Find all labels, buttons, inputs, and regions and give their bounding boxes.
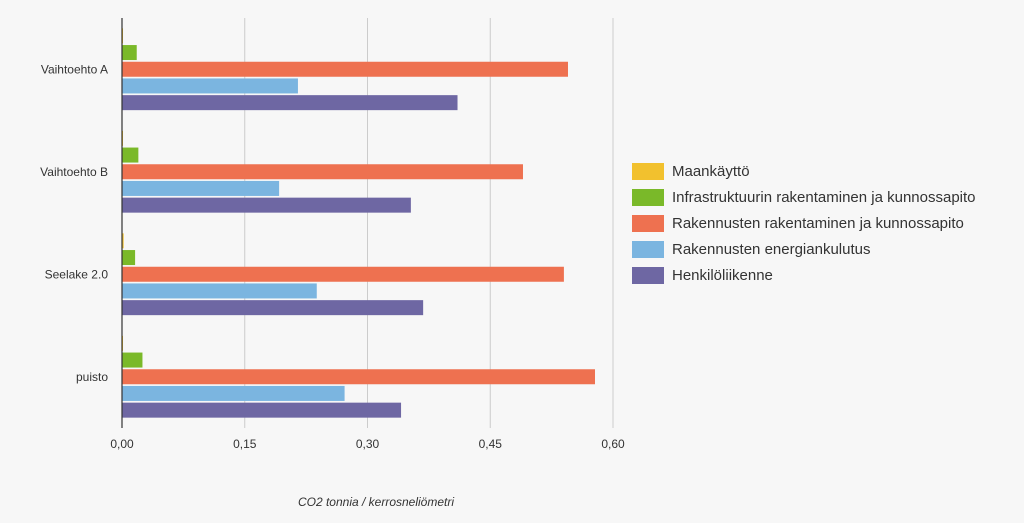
bar — [122, 164, 523, 180]
legend-item[interactable]: Rakennusten rakentaminen ja kunnossapito — [632, 210, 976, 236]
bar — [122, 402, 402, 418]
legend-swatch — [632, 214, 664, 232]
bar — [122, 233, 124, 249]
bar — [122, 78, 298, 94]
legend-swatch — [632, 240, 664, 258]
bar — [122, 283, 317, 299]
bar — [122, 300, 424, 316]
legend: Maankäyttö Infrastruktuurin rakentaminen … — [632, 158, 976, 288]
x-tick-label: 0,15 — [233, 437, 257, 451]
bar — [122, 250, 136, 266]
category-label: Vaihtoehto B — [40, 165, 108, 179]
x-tick-label: 0,45 — [479, 437, 503, 451]
category-label: puisto — [76, 370, 108, 384]
x-tick-labels: 0,00 0,15 0,30 0,45 0,60 — [110, 437, 625, 451]
legend-item[interactable]: Henkilöliikenne — [632, 262, 976, 288]
bar — [122, 180, 280, 196]
bar — [122, 352, 143, 368]
legend-label: Henkilöliikenne — [672, 266, 773, 284]
legend-swatch — [632, 266, 664, 284]
legend-swatch — [632, 188, 664, 206]
legend-label: Infrastruktuurin rakentaminen ja kunnoss… — [672, 188, 976, 206]
bar — [122, 197, 411, 213]
legend-label: Rakennusten energiankulutus — [672, 240, 871, 258]
x-tick-label: 0,00 — [110, 437, 134, 451]
x-tick-label: 0,30 — [356, 437, 380, 451]
bar — [122, 147, 139, 163]
legend-item[interactable]: Infrastruktuurin rakentaminen ja kunnoss… — [632, 184, 976, 210]
bar — [122, 266, 564, 282]
legend-item[interactable]: Rakennusten energiankulutus — [632, 236, 976, 262]
legend-label: Rakennusten rakentaminen ja kunnossapito — [672, 214, 964, 232]
category-label: Vaihtoehto A — [41, 62, 108, 76]
category-label: Seelake 2.0 — [45, 267, 109, 281]
x-tick-label: 0,60 — [601, 437, 625, 451]
bars — [122, 28, 595, 418]
bar — [122, 385, 345, 401]
bar — [122, 61, 568, 77]
x-axis-title: CO2 tonnia / kerrosneliömetri — [298, 495, 454, 509]
gridlines — [244, 18, 614, 428]
bar — [122, 369, 595, 385]
legend-swatch — [632, 162, 664, 180]
bar — [122, 45, 137, 61]
bar — [122, 95, 458, 111]
legend-label: Maankäyttö — [672, 162, 750, 180]
legend-item[interactable]: Maankäyttö — [632, 158, 976, 184]
category-labels: Vaihtoehto A Vaihtoehto B Seelake 2.0 puist… — [40, 62, 108, 384]
